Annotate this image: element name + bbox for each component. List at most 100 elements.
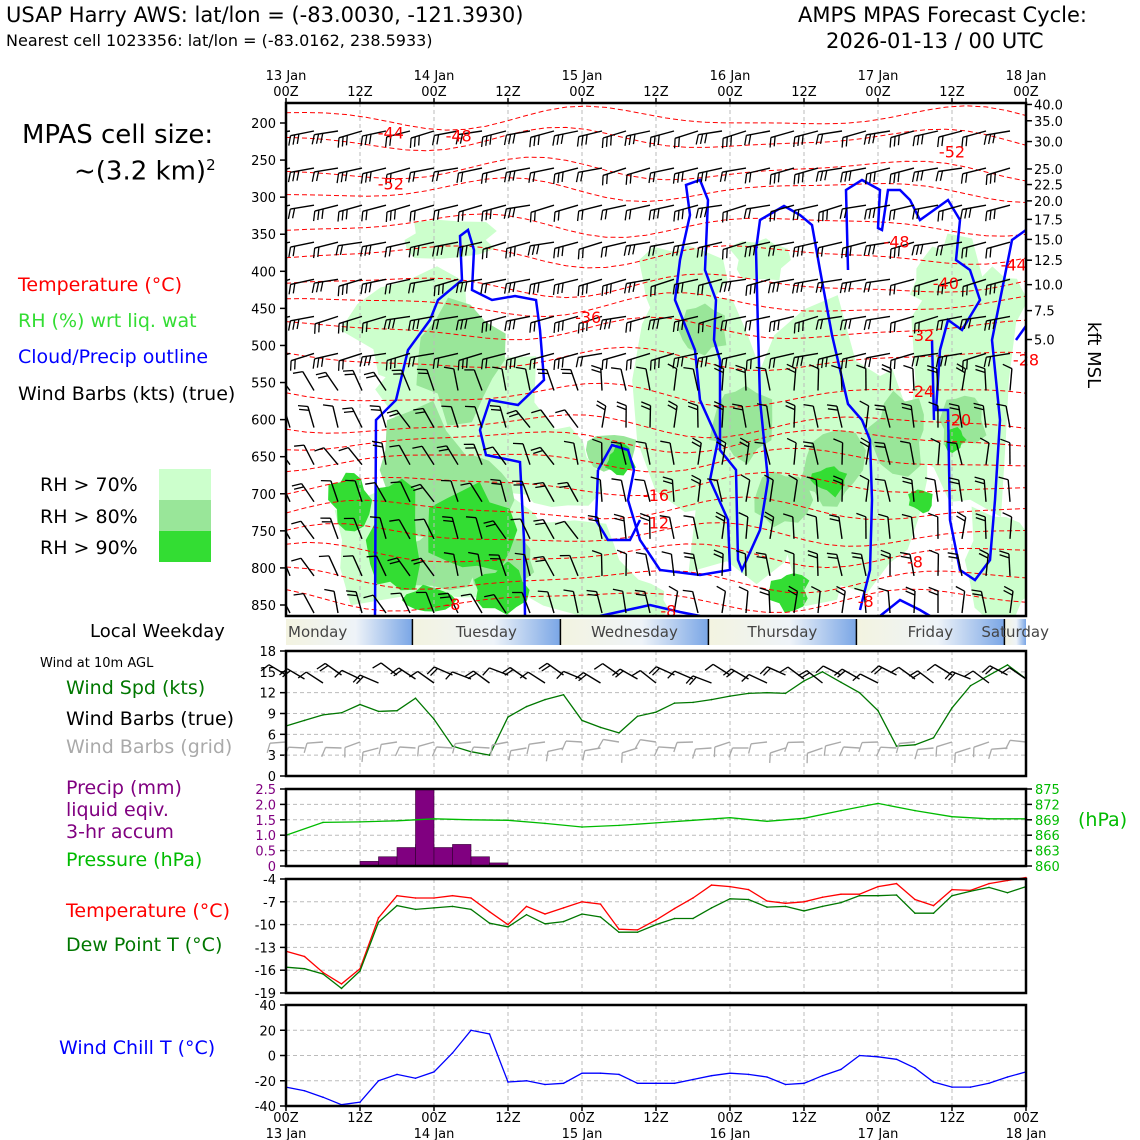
upper-wind-barb-feather [803, 445, 814, 448]
upper-wind-barb-feather [820, 246, 824, 257]
upper-wind-barb-feather [889, 323, 892, 334]
upper-wind-barb-feather [803, 441, 814, 444]
upper-wind-barb-feather [312, 248, 316, 259]
upper-wind-barb-feather [713, 553, 724, 559]
upper-wind-barb-feather [605, 358, 608, 369]
dewpoint-line-point [710, 907, 713, 909]
surface-wind-barb [268, 664, 287, 676]
upper-wind-barb-feather [505, 248, 508, 259]
upper-wind-barb [815, 516, 819, 539]
upper-wind-barb-feather [859, 400, 869, 407]
temperature-line-point [340, 983, 343, 985]
upper-wind-barb [986, 130, 1011, 136]
temperature-contour-label: -36 [575, 308, 601, 327]
upper-wind-barb-feather [668, 585, 678, 592]
upper-wind-barb-feather [989, 210, 992, 221]
upper-wind-barb-feather [843, 319, 848, 330]
temperature-line-point [710, 884, 713, 886]
upper-wind-barb-feather [827, 408, 838, 411]
temperature-isotherm [286, 471, 1026, 497]
surface-wind-barb-feather [575, 672, 584, 680]
upper-wind-barb-feather [915, 244, 920, 255]
upper-wind-barb [524, 554, 531, 577]
upper-wind-barb-feather [431, 171, 435, 182]
top-time-label: 12Z [347, 85, 373, 100]
temperature-line-point [655, 919, 657, 921]
upper-wind-barb-feather [585, 283, 588, 294]
pressure-line-point [322, 821, 324, 824]
upper-wind-barb-feather [384, 136, 388, 147]
upper-wind-barb [842, 167, 867, 174]
windspd-label: Wind Spd (kts) [66, 677, 206, 699]
grid-wind-barb-feather [914, 749, 919, 760]
precip-label-3: 3-hr accum [66, 821, 174, 843]
rh90-region [428, 481, 518, 571]
upper-wind-barb-feather [704, 133, 708, 144]
upper-wind-barb [399, 481, 411, 503]
upper-wind-barb-feather [984, 320, 988, 331]
upper-wind-barb-feather [601, 285, 604, 296]
upper-wind-barb-feather [713, 549, 724, 555]
upper-wind-barb-feather [764, 511, 774, 518]
upper-wind-barb-feather [978, 552, 989, 559]
upper-wind-barb-feather [386, 409, 397, 414]
surface-wind-barb-feather [741, 674, 750, 682]
upper-wind-barb [338, 204, 363, 213]
precip-label-2: liquid eqiv. [66, 799, 169, 821]
upper-wind-barb-feather [748, 246, 752, 257]
upper-wind-barb-feather [364, 134, 368, 146]
upper-wind-barb-feather [683, 552, 694, 556]
wind-speed-line-point [729, 695, 731, 697]
upper-wind-barb-feather [641, 401, 651, 407]
upper-wind-barb-feather [409, 138, 412, 149]
upper-wind-barb-feather [829, 514, 840, 518]
upper-wind-barb-feather [889, 137, 892, 148]
upper-wind-barb [792, 516, 795, 539]
upper-wind-barb [473, 369, 483, 391]
surface-wind-barb-feather [578, 673, 587, 682]
wind-chill-line-point [858, 1054, 861, 1057]
upper-wind-barb-feather [388, 283, 392, 294]
upper-wind-barb-feather [769, 174, 772, 185]
upper-wind-barb [286, 603, 291, 614]
upper-wind-barb-feather [773, 136, 776, 147]
legend-wind: Wind Barbs (kts) (true) [18, 383, 236, 405]
upper-wind-barb-feather [490, 478, 501, 482]
y-tick-label: 1.5 [255, 814, 276, 829]
grid-wind-barb [825, 741, 842, 747]
upper-wind-barb-feather [845, 136, 848, 147]
upper-wind-barb-feather [745, 360, 748, 371]
grid-wind-barb [1010, 739, 1027, 743]
upper-wind-barb-feather [716, 437, 727, 444]
upper-wind-barb-feather [935, 245, 939, 257]
upper-wind-barb-feather [270, 173, 271, 183]
upper-wind-barb-feather [460, 319, 464, 330]
upper-wind-barb-feather [561, 357, 564, 368]
upper-wind-barb-feather [726, 136, 728, 148]
upper-wind-barb-feather [292, 319, 296, 330]
surface-wind-barb-feather [981, 665, 991, 673]
upper-wind-barb-feather [696, 173, 700, 184]
upper-wind-barb-feather [507, 208, 512, 219]
upper-wind-barb-feather [512, 319, 516, 330]
upper-wind-barb [323, 447, 339, 466]
upper-wind-barb [353, 518, 363, 540]
upper-wind-barb-feather [436, 357, 440, 368]
upper-wind-barb-feather [715, 515, 725, 522]
upper-wind-barb [398, 445, 411, 466]
upper-wind-barb-feather [265, 247, 267, 257]
wind-speed-line-point [840, 681, 842, 684]
upper-wind-barb-feather [913, 323, 916, 334]
upper-wind-barb-feather [667, 363, 678, 370]
upper-wind-barb-feather [537, 590, 548, 593]
upper-wind-barb-feather [336, 173, 340, 184]
dewpoint-line-point [840, 901, 842, 904]
upper-wind-barb-feather [900, 440, 911, 444]
surface-wind-barb-feather [779, 666, 789, 674]
upper-wind-barb-feather [563, 589, 574, 593]
grid-wind-barb-feather [266, 743, 271, 753]
upper-wind-barb-feather [961, 360, 964, 371]
surface-wind-barb-feather [611, 668, 621, 676]
upper-wind-barb-feather [911, 356, 915, 367]
